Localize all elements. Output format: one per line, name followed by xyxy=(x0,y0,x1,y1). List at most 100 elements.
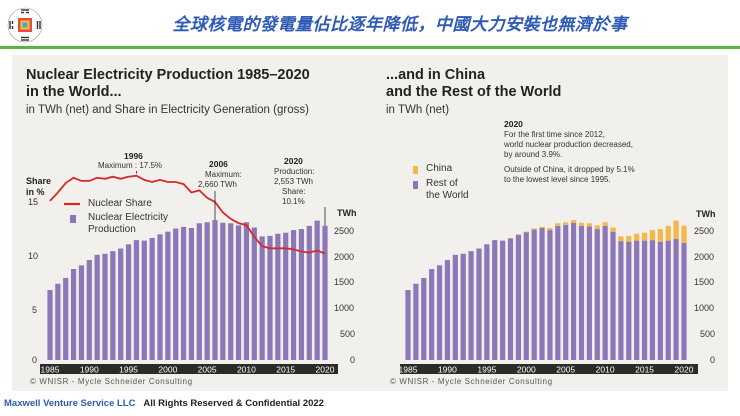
right-china-bar-2001 xyxy=(531,228,537,230)
right-china-bar-2002 xyxy=(539,226,545,228)
right-rest-bar-2016 xyxy=(649,240,656,360)
right-rest-bar-2002 xyxy=(539,227,545,360)
right-x-tick-2015: 2015 xyxy=(635,365,654,375)
right-china-bar-2012 xyxy=(618,236,624,242)
right-china-bar-2006 xyxy=(571,220,577,223)
legend-china-swatch xyxy=(413,166,418,174)
share-tick-5: 5 xyxy=(32,305,38,315)
right-note1-line1: For the first time since 2012, xyxy=(504,130,605,139)
left-production-bar-2015 xyxy=(283,232,289,360)
left-production-bar-2016 xyxy=(290,230,297,360)
right-note2-line2: to the lowest level since 1995. xyxy=(504,175,611,184)
left-production-bar-2012 xyxy=(259,236,265,360)
left-production-bar-2001 xyxy=(173,228,179,360)
right-rest-bar-2015 xyxy=(641,240,648,360)
right-twh-tick-1500: 1500 xyxy=(694,277,715,287)
right-twh-tick-2000: 2000 xyxy=(694,252,715,262)
annotation-2020-year: 2020 xyxy=(284,156,303,166)
left-x-tick-2015: 2015 xyxy=(276,365,295,375)
left-production-bar-1986 xyxy=(55,283,61,360)
left-twh-tick-2000: 2000 xyxy=(334,252,355,262)
left-chart-title-2: in the World... xyxy=(26,84,122,100)
share-tick-10: 10 xyxy=(28,251,39,261)
slide-header: 全球核電的發電量佔比逐年降低，中國大力安裝也無濟於事 xyxy=(0,0,740,46)
right-note1-line3: by around 3.9%. xyxy=(504,150,563,159)
left-x-tick-1995: 1995 xyxy=(119,365,138,375)
left-production-bar-2003 xyxy=(188,227,195,360)
left-share-axis-title: Share in % xyxy=(26,176,52,197)
left-x-axis-band xyxy=(40,364,338,374)
annotation-2006-text2: 2,660 TWh xyxy=(198,180,237,189)
left-twh-tick-1500: 1500 xyxy=(334,277,355,287)
left-production-bar-1997 xyxy=(141,240,147,360)
left-production-bar-1993 xyxy=(110,251,116,360)
right-china-bar-2009 xyxy=(594,225,600,230)
legend-rest-swatch xyxy=(413,181,418,189)
right-rest-bar-2017 xyxy=(657,241,663,360)
annotation-2020-text2: 2,553 TWh xyxy=(274,177,313,186)
right-rest-bar-2018 xyxy=(665,240,671,360)
left-production-bar-1990 xyxy=(86,260,92,360)
left-production-bar-2018 xyxy=(306,225,312,360)
annotation-2006-text1: Maximum: xyxy=(205,170,242,179)
right-x-tick-2000: 2000 xyxy=(517,365,536,375)
left-production-bar-1991 xyxy=(94,254,100,360)
left-production-bar-2008 xyxy=(228,223,234,360)
left-x-tick-2020: 2020 xyxy=(316,365,335,375)
right-china-bar-2005 xyxy=(563,222,569,225)
left-production-bar-1998 xyxy=(149,237,155,360)
right-x-tick-1995: 1995 xyxy=(477,365,496,375)
right-china-bar-2010 xyxy=(602,222,608,226)
right-rest-bar-2001 xyxy=(531,229,537,360)
left-production-bar-2000 xyxy=(165,231,171,360)
right-rest-bar-1992 xyxy=(460,253,466,360)
legend-share-label: Nuclear Share xyxy=(88,198,152,209)
right-rest-bar-2013 xyxy=(626,241,632,360)
left-production-bar-1999 xyxy=(157,234,163,360)
right-rest-bar-1993 xyxy=(468,251,474,360)
right-x-tick-2020: 2020 xyxy=(675,365,694,375)
right-rest-bar-2014 xyxy=(634,240,640,360)
right-china-bar-2018 xyxy=(665,225,671,241)
right-rest-bar-2004 xyxy=(555,225,561,360)
right-rest-bar-1999 xyxy=(515,234,521,360)
right-rest-bar-2000 xyxy=(523,232,529,360)
right-china-bar-2008 xyxy=(586,223,592,227)
right-china-bar-1999 xyxy=(515,234,521,235)
left-x-tick-2010: 2010 xyxy=(237,365,256,375)
left-twh-tick-0: 0 xyxy=(350,355,356,365)
right-china-bar-2007 xyxy=(578,222,585,226)
left-production-bar-2017 xyxy=(298,229,305,360)
left-production-bar-2006 xyxy=(212,220,218,360)
left-chart-title-1: Nuclear Electricity Production 1985–2020 xyxy=(26,67,310,83)
annotation-2020-text3: Share: xyxy=(282,187,306,196)
left-chart-plot: 1985 1990 1995 2000 2005 2010 2015 2020 1985 1990… xyxy=(40,171,698,375)
left-production-bar-1988 xyxy=(70,269,77,360)
right-rest-bar-1996 xyxy=(492,240,498,360)
left-x-tick-1990: 1990 xyxy=(80,365,99,375)
right-rest-bar-1995 xyxy=(484,244,490,360)
right-rest-bar-1987 xyxy=(421,277,427,360)
nuclear-share-line xyxy=(49,174,326,255)
right-rest-bar-1988 xyxy=(429,269,435,360)
right-china-bar-1998 xyxy=(507,237,514,239)
right-note-year: 2020 xyxy=(504,119,523,129)
left-production-bar-2010 xyxy=(243,222,250,360)
legend-china-label: China xyxy=(426,163,453,174)
left-production-bar-1992 xyxy=(102,253,108,360)
legend-share-swatch xyxy=(64,202,80,206)
right-china-bar-2019 xyxy=(673,220,679,240)
right-x-tick-1985: 1985 xyxy=(399,365,418,375)
right-rest-bar-2003 xyxy=(547,230,553,360)
right-rest-bar-1990 xyxy=(444,260,451,360)
right-chart-title-1: ...and in China xyxy=(386,67,486,83)
footer-company: Maxwell Venture Service LLC xyxy=(4,398,136,409)
right-china-bar-2004 xyxy=(555,223,561,226)
legend-rest-label-2: the World xyxy=(426,190,469,201)
right-rest-bar-2006 xyxy=(571,222,577,360)
right-china-bar-2014 xyxy=(634,233,640,241)
left-production-bar-2005 xyxy=(204,222,210,360)
right-x-axis-band xyxy=(400,364,698,374)
right-chart-subtitle: in TWh (net) xyxy=(386,104,450,116)
left-production-bar-2014 xyxy=(275,233,281,360)
